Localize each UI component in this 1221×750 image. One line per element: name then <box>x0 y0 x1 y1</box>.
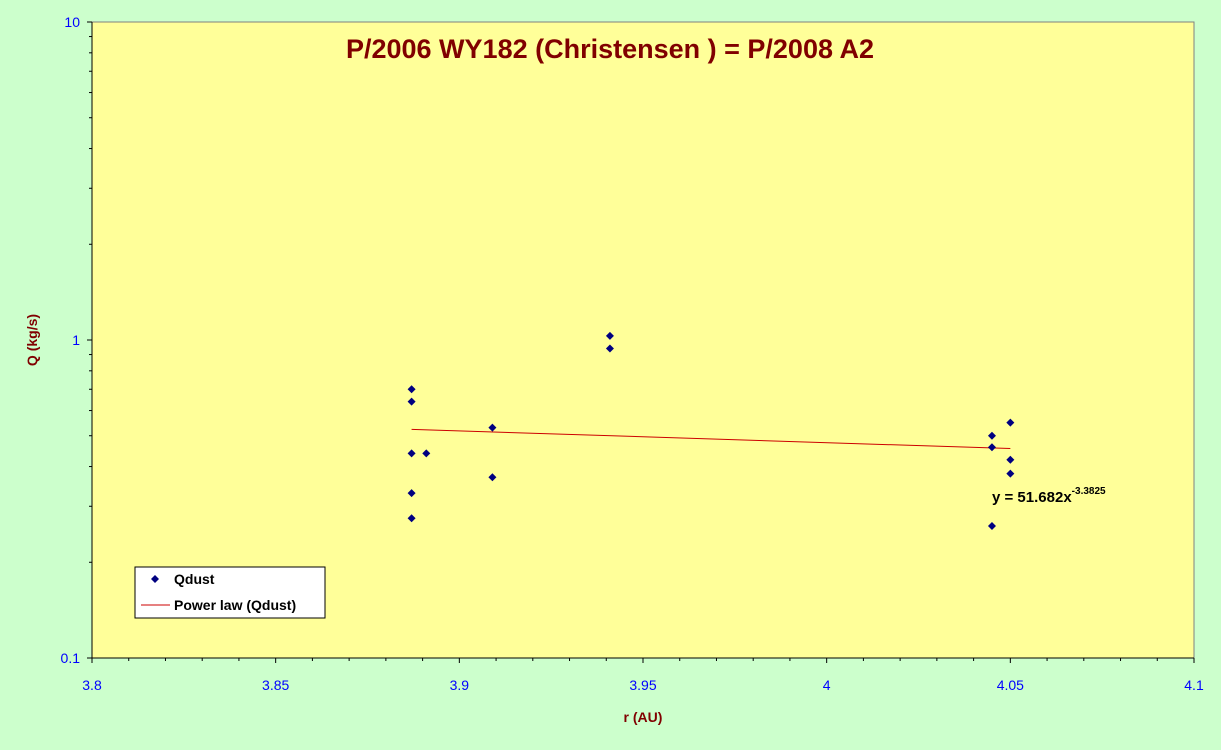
data-point <box>987 431 996 440</box>
trend-equation: y = 51.682x-3.3825 <box>992 486 1106 506</box>
data-point <box>1006 418 1015 427</box>
y-tick-label: 1 <box>72 332 80 348</box>
x-tick-label: 3.8 <box>82 677 102 693</box>
x-tick-label: 3.9 <box>450 677 470 693</box>
y-axis: 0.1 1 10 <box>61 14 93 666</box>
trend-equation-main: y = 51.682x <box>992 489 1072 506</box>
trend-line <box>411 428 1011 450</box>
x-tick-label: 4.1 <box>1184 677 1204 693</box>
x-tick-label: 4 <box>823 677 831 693</box>
data-point <box>488 423 497 432</box>
data-point <box>407 489 416 498</box>
legend-label-power-law: Power law (Qdust) <box>174 597 296 613</box>
y-tick-label: 0.1 <box>61 650 81 666</box>
data-point <box>422 449 431 458</box>
data-point <box>407 449 416 458</box>
x-axis-label: r (AU) <box>624 709 663 725</box>
data-point <box>987 443 996 452</box>
trend-equation-exponent: -3.3825 <box>1072 486 1106 497</box>
plot-area <box>91 21 1195 659</box>
x-axis: 3.8 3.85 3.9 3.95 4 4.05 4.1 <box>82 657 1204 693</box>
data-point <box>605 331 614 340</box>
data-point <box>605 344 614 353</box>
y-axis-label: Q (kg/s) <box>24 314 40 366</box>
y-tick-label: 10 <box>64 14 80 30</box>
data-point <box>407 514 416 523</box>
data-point <box>488 473 497 482</box>
data-point <box>1006 469 1015 478</box>
data-point <box>407 397 416 406</box>
legend-box <box>134 566 326 619</box>
data-point <box>987 522 996 531</box>
legend-label-qdust: Qdust <box>174 571 215 587</box>
points-layer <box>407 331 1015 531</box>
data-point <box>407 385 416 394</box>
legend-marker-qdust <box>151 575 159 583</box>
x-tick-label: 4.05 <box>997 677 1024 693</box>
chart-title: P/2006 WY182 (Christensen ) = P/2008 A2 <box>346 34 874 64</box>
trend-layer <box>411 428 1011 450</box>
x-tick-label: 3.85 <box>262 677 289 693</box>
legend: Qdust Power law (Qdust) <box>134 566 326 619</box>
data-point <box>1006 455 1015 464</box>
x-tick-label: 3.95 <box>629 677 656 693</box>
